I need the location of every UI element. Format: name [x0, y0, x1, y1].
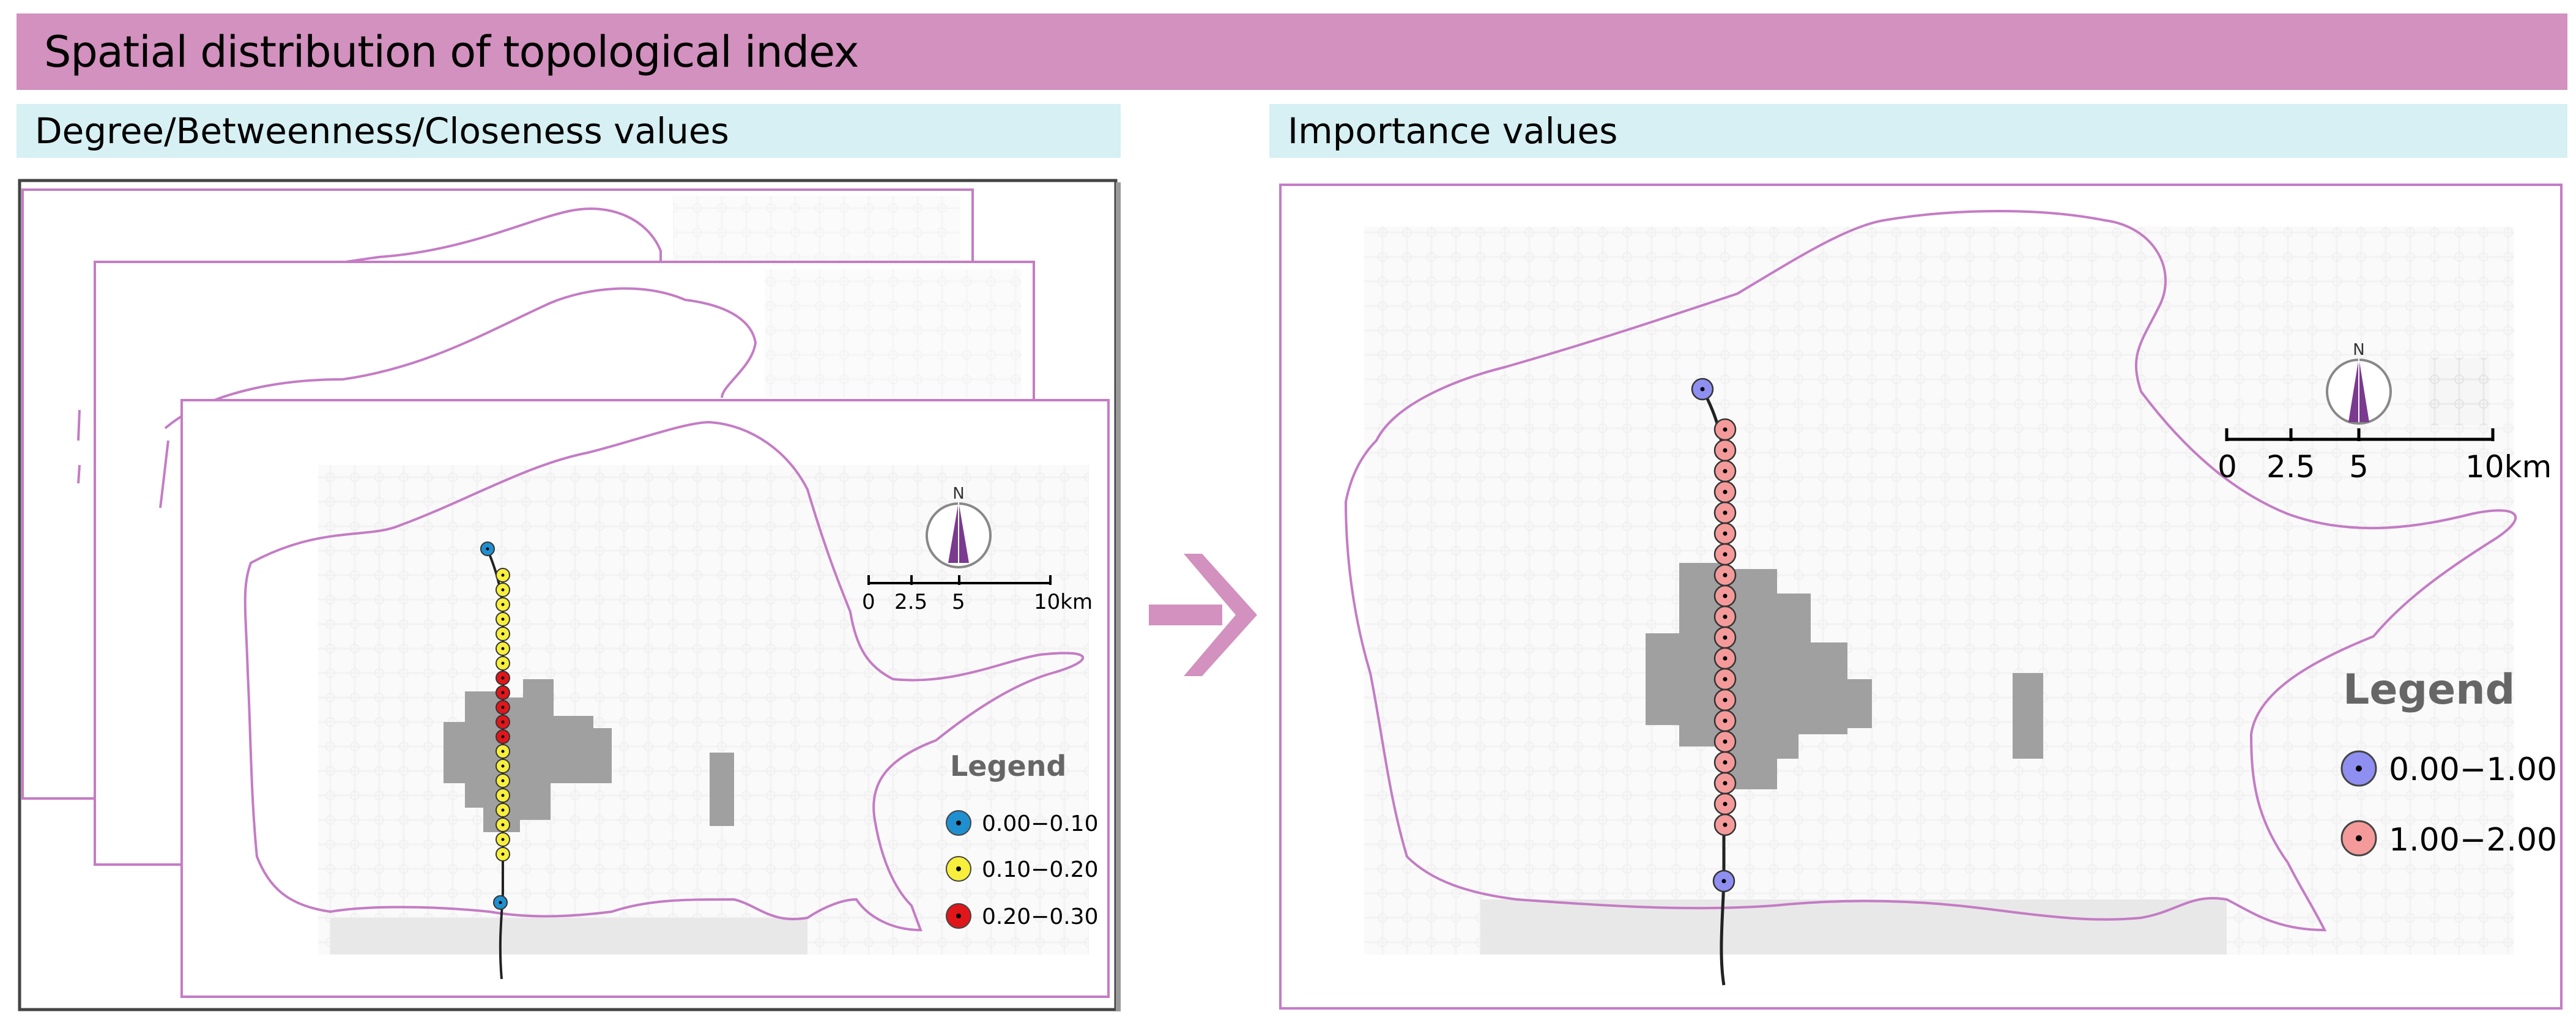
left-panel-heading-text: Degree/Betweenness/Closeness values [35, 110, 729, 152]
scale-tick-0-right: 0 [2218, 449, 2237, 485]
left-nodes-node-dot-14 [501, 764, 505, 768]
north-label: N [952, 485, 964, 503]
left-nodes-node-dot-10 [501, 705, 505, 709]
right-nodes-node-dot-10 [1723, 614, 1728, 619]
scale-tick-0: 0 [862, 590, 875, 614]
boundary-middle [164, 287, 757, 430]
right-nodes-node-dot-18 [1723, 781, 1728, 786]
legend-right: Legend 0.00−1.00 1.00−2.00 [2340, 666, 2557, 858]
left-nodes-node-dot-15 [501, 779, 505, 783]
left-nodes-node-dot-5 [501, 632, 505, 636]
left-nodes-node-dot-0 [486, 547, 489, 551]
legend-label-right-0: 0.00−1.00 [2389, 751, 2557, 788]
scale-tick-1-right: 2.5 [2266, 449, 2315, 485]
legend-label-1: 0.10−0.20 [982, 857, 1098, 882]
right-nodes-node-dot-2 [1723, 448, 1728, 453]
left-nodes-node-dot-8 [501, 676, 505, 680]
left-nodes-node-dot-21 [499, 901, 502, 904]
left-nodes-node-dot-4 [501, 617, 505, 621]
scale-bar-right: 0 2.5 5 10km [2218, 428, 2552, 485]
right-panel-heading: Importance values [1269, 104, 2567, 158]
left-nodes-node-dot-19 [501, 838, 505, 841]
right-nodes-node-dot-16 [1723, 739, 1728, 744]
legend-label-right-1: 1.00−2.00 [2389, 822, 2557, 858]
transition-arrow-icon [1149, 554, 1257, 676]
legend-title-right: Legend [2343, 666, 2515, 714]
left-panel-heading: Degree/Betweenness/Closeness values [17, 104, 1121, 158]
left-nodes-node-dot-17 [501, 808, 505, 812]
right-nodes-node-dot-3 [1723, 469, 1728, 474]
north-arrow-icon: N [926, 485, 992, 568]
scale-tick-2: 5 [952, 590, 965, 614]
right-nodes-node-dot-17 [1723, 760, 1728, 765]
right-nodes-node-dot-6 [1723, 531, 1728, 536]
right-nodes-node-dot-13 [1723, 677, 1728, 682]
north-arrow-icon: N [2326, 341, 2392, 425]
right-node-group [1691, 378, 1737, 893]
left-nodes-node-dot-7 [501, 661, 505, 665]
built-up-area-right [1646, 563, 2043, 789]
right-nodes-node-dot-15 [1723, 718, 1728, 723]
right-map: N 0 2.5 5 10km Legend 0.00−1.00 1.00−2.0… [1279, 184, 2563, 1010]
left-nodes-node-dot-1 [501, 573, 505, 577]
left-nodes-node-dot-18 [501, 823, 505, 827]
right-panel-heading-text: Importance values [1288, 110, 1618, 152]
north-label-right: N [2353, 341, 2364, 359]
left-nodes-node-dot-13 [501, 750, 505, 753]
left-nodes-node-dot-16 [501, 794, 505, 797]
right-nodes-node-dot-9 [1723, 594, 1728, 598]
right-nodes-node-dot-1 [1723, 427, 1728, 432]
page-title: Spatial distribution of topological inde… [44, 26, 859, 77]
scale-tick-3: 10km [1034, 590, 1093, 614]
right-nodes-node-dot-8 [1723, 573, 1728, 578]
left-node-group [480, 542, 510, 910]
scale-tick-2-right: 5 [2349, 449, 2369, 485]
right-nodes-node-dot-12 [1723, 656, 1728, 661]
right-nodes-node-dot-7 [1723, 552, 1728, 557]
boundary-front [243, 420, 1084, 932]
left-nodes-node-dot-2 [501, 588, 505, 592]
left-nodes-node-dot-11 [501, 720, 505, 724]
right-nodes-node-dot-20 [1723, 822, 1728, 827]
title-banner: Spatial distribution of topological inde… [17, 13, 2567, 90]
boundary-right [1344, 210, 2517, 932]
legend-label-2: 0.20−0.30 [982, 904, 1098, 929]
left-nodes-node-dot-3 [501, 603, 505, 606]
legend-label-0: 0.00−0.10 [982, 811, 1098, 836]
legend-title: Legend [950, 750, 1066, 783]
left-map-stack: 2011 [18, 179, 1121, 1011]
scale-tick-3-right: 10km [2465, 449, 2552, 485]
right-nodes-node-dot-0 [1700, 387, 1705, 392]
right-nodes-node-dot-11 [1723, 635, 1728, 640]
legend-left: Legend 0.00−0.10 0.10−0.20 0.20−0.30 [946, 750, 1098, 929]
scale-tick-1: 2.5 [894, 590, 927, 614]
right-nodes-node-dot-21 [1721, 879, 1726, 884]
left-nodes-node-dot-20 [501, 852, 505, 856]
built-up-area [444, 679, 734, 832]
right-nodes-node-dot-19 [1723, 802, 1728, 806]
left-nodes-node-dot-6 [501, 647, 505, 650]
left-nodes-node-dot-12 [501, 735, 505, 739]
right-nodes-node-dot-4 [1723, 489, 1728, 494]
scale-bar: 0 2.5 5 10km [862, 575, 1093, 614]
right-nodes-node-dot-5 [1723, 510, 1728, 515]
left-nodes-node-dot-9 [501, 691, 505, 694]
right-nodes-node-dot-14 [1723, 698, 1728, 702]
road-line-left [486, 549, 504, 980]
